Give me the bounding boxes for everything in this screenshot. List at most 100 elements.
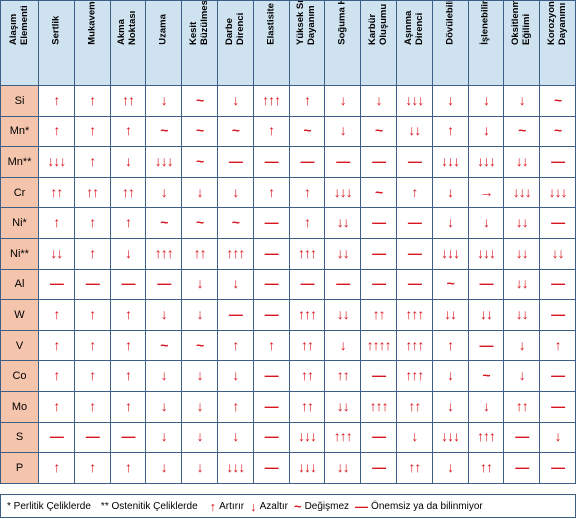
effect-cell: ↓↓ <box>503 207 541 239</box>
effect-cell: ↓↓ <box>324 237 362 270</box>
effect-symbol-icon: ~ <box>446 275 455 292</box>
effect-cell: ↓ <box>431 176 469 209</box>
effect-symbol-icon: — <box>264 397 279 414</box>
effect-cell: — <box>73 421 111 454</box>
effect-cell: ~ <box>503 115 541 148</box>
table-row: Mn** ↓↓↓ ↑ ↓ ↓↓↓ ~ — — — — — — ↓↓↓ ↓↓↓ ↓↓ — <box>0 146 576 178</box>
effect-symbol-icon: ↓ <box>339 91 347 108</box>
effect-symbol-icon: ↑ <box>53 91 60 108</box>
effect-symbol-icon: ↓ <box>160 428 168 445</box>
effect-cell: ↑↑↑↑ <box>360 329 397 362</box>
effect-symbol-icon: ↓↓↓ <box>47 152 66 169</box>
effect-symbol-icon: ↑ <box>89 122 96 139</box>
effect-symbol-icon: — <box>157 275 171 292</box>
effect-cell: ~ <box>181 115 218 148</box>
effect-cell: — <box>288 146 326 178</box>
effect-cell: — <box>503 421 541 454</box>
effect-cell: — <box>395 268 433 301</box>
effect-cell: ↑ <box>395 176 433 209</box>
effect-cell: ↓ <box>145 299 183 331</box>
effect-cell: ↓ <box>216 360 254 392</box>
effect-cell: ↑ <box>38 85 75 117</box>
effect-cell: — <box>288 268 326 301</box>
effect-cell: ~ <box>360 176 397 209</box>
effect-cell: — <box>145 268 183 301</box>
effect-symbol-icon: ↓ <box>232 367 239 384</box>
effect-cell: ↓↓↓ <box>503 176 541 209</box>
column-header-label: Korozyon Dayanımı <box>546 0 568 45</box>
effect-symbol-icon: ↓↓↓ <box>226 458 245 475</box>
effect-cell: ~ <box>181 329 218 362</box>
header-corner-label: Alaşım Elementi <box>8 4 30 45</box>
effect-symbol-icon: ↓ <box>232 183 239 200</box>
effect-symbol-icon: ↓ <box>160 367 168 384</box>
effect-cell: ↑ <box>109 115 147 148</box>
effect-symbol-icon: — <box>372 152 386 169</box>
effect-symbol-icon: ↑↑ <box>300 367 314 384</box>
effect-symbol-icon: ↓↓ <box>479 305 493 322</box>
effect-symbol-icon: ↓↓↓ <box>297 428 317 445</box>
effect-cell: ↑ <box>216 390 254 423</box>
effect-symbol-icon: ~ <box>553 91 562 108</box>
legend-note-austenitic: ** Ostenitik Çeliklerde <box>100 500 198 512</box>
effect-symbol-icon: ~ <box>160 122 168 139</box>
column-header-label: Oksitlenme Eğilimi <box>510 0 532 45</box>
effect-symbol-icon: ↓ <box>554 428 562 445</box>
effect-symbol-icon: ↓ <box>375 91 383 108</box>
effect-symbol-icon: ↑ <box>89 367 96 384</box>
effect-cell: ↑↑ <box>73 176 111 209</box>
effect-symbol-icon: — <box>300 152 314 169</box>
effect-cell: — <box>252 452 290 484</box>
effect-symbol-icon: ↑↑↑ <box>476 428 496 445</box>
effect-cell: ↑ <box>38 390 75 423</box>
effect-symbol-icon: ↑↑↑ <box>405 305 424 322</box>
effect-cell: — <box>539 452 576 484</box>
column-header: Dövülebilirlik <box>431 0 469 86</box>
effect-symbol-icon: ↑↑↑ <box>333 428 353 445</box>
effect-cell: ↑ <box>38 207 75 239</box>
effect-symbol-icon: — <box>300 275 314 292</box>
effect-symbol-icon: ↓ <box>160 305 168 322</box>
effect-symbol-icon: ↑↑ <box>121 91 135 108</box>
effect-symbol-icon: ↓ <box>447 183 454 200</box>
effect-symbol-icon: ~ <box>195 152 204 169</box>
column-header: İşlenebilirlik <box>467 0 505 86</box>
effect-symbol-icon: ↑ <box>232 397 239 414</box>
effect-symbol-icon: ~ <box>374 183 383 200</box>
column-header-label: Soğuma Hızı <box>336 0 348 45</box>
effect-cell: ↑ <box>288 85 326 117</box>
alloy-element-label: Ni** <box>0 237 39 270</box>
effect-cell: ↓ <box>181 421 218 454</box>
effect-symbol-icon: ~ <box>303 122 311 139</box>
effect-symbol-icon: ↓ <box>232 275 239 292</box>
effect-cell: ↓ <box>395 421 433 454</box>
effect-cell: ↑ <box>73 299 111 331</box>
effect-cell: ~ <box>145 207 183 239</box>
effect-symbol-icon: ↑ <box>303 91 311 108</box>
effect-cell: ~ <box>360 115 397 148</box>
effect-symbol-icon: ↓ <box>196 275 204 292</box>
effect-symbol-icon: ↑ <box>89 152 96 169</box>
effect-cell: ↑ <box>431 329 469 362</box>
effect-cell: — <box>395 237 433 270</box>
column-header-label: Elastisite <box>264 2 276 45</box>
column-header: Yüksek Sıcaklığa Dayanım <box>288 0 326 86</box>
effect-symbol-icon: ↓ <box>447 397 454 414</box>
effect-symbol-icon: → <box>479 183 493 200</box>
effect-cell: ↓↓↓ <box>431 237 469 270</box>
alloy-element-label: Si <box>0 85 39 117</box>
effect-symbol-icon: ↑ <box>303 183 311 200</box>
effect-cell: ↓ <box>467 207 505 239</box>
effect-symbol-icon: — <box>551 397 565 414</box>
effect-symbol-icon: ↑ <box>53 214 60 231</box>
effect-symbol-icon: — <box>551 458 565 475</box>
effect-symbol-icon: ↓↓↓ <box>512 183 532 200</box>
effect-cell: ↑ <box>539 329 576 362</box>
table-row: Si ↑ ↑ ↑↑ ↓ ~ ↓ ↑↑↑ ↑ ↓ ↓ ↓↓↓ ↓ ↓ ↓ ~ <box>0 85 576 117</box>
effect-cell: ↓↓↓ <box>467 146 505 178</box>
effect-symbol-icon: ↓↓↓ <box>441 244 460 261</box>
effect-symbol-icon: ↓ <box>124 244 132 261</box>
effect-cell: ↓↓↓ <box>395 85 433 117</box>
effect-symbol-icon: — <box>372 214 386 231</box>
